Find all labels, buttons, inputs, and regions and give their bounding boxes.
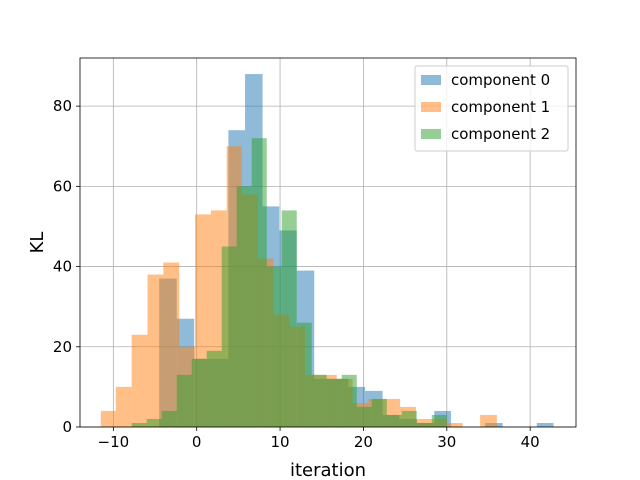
x-axis-ticks: −10 0 10 20 30 40: [98, 427, 540, 451]
histogram-bar: [236, 186, 252, 427]
legend-label: component 2: [451, 125, 550, 143]
y-tick-label: 60: [53, 177, 72, 195]
histogram-bar: [161, 410, 177, 427]
legend-item: component 2: [421, 125, 550, 143]
histogram-bar: [536, 422, 554, 427]
histogram-bar: [146, 418, 162, 427]
x-tick-label: 20: [354, 433, 373, 451]
histogram-bar: [251, 138, 267, 427]
histogram-bars: [100, 74, 554, 427]
legend-box: [414, 65, 569, 152]
histogram-bar: [446, 422, 463, 427]
y-tick-label: 0: [62, 418, 72, 436]
histogram-bar: [281, 210, 297, 427]
histogram-bar: [296, 322, 312, 427]
plot-frame: [79, 57, 577, 428]
y-tick-label: 80: [53, 97, 72, 115]
legend-label: component 0: [451, 71, 550, 89]
histogram-bar: [326, 378, 342, 427]
histogram-bar: [131, 422, 147, 427]
legend-item: component 1: [421, 98, 550, 116]
y-tick-label: 20: [53, 338, 72, 356]
legend-item: component 0: [421, 71, 550, 89]
histogram-bar: [401, 410, 417, 427]
x-axis-label: iteration: [290, 460, 366, 480]
histogram-bar: [206, 350, 222, 427]
x-tick-label: 10: [271, 433, 290, 451]
histogram-bar: [386, 414, 402, 427]
legend: component 0 component 1 component 2: [414, 65, 569, 152]
histogram-bar: [131, 334, 148, 427]
histogram-bar: [416, 422, 432, 427]
y-axis-label: KL: [27, 232, 48, 254]
series-2-bars: [131, 138, 447, 427]
histogram-bar: [191, 358, 207, 427]
legend-swatch: [421, 102, 441, 112]
x-tick-label: 30: [437, 433, 456, 451]
y-tick-label: 40: [53, 258, 72, 276]
y-axis-ticks: 0 20 40 60 80: [53, 97, 80, 436]
legend-label: component 1: [451, 98, 550, 116]
histogram-bar: [341, 374, 357, 427]
histogram-bar: [147, 274, 164, 427]
histogram-bar: [431, 414, 447, 427]
histogram-bar: [163, 262, 180, 427]
histogram-bar: [480, 414, 497, 427]
x-tick-label: −10: [98, 433, 130, 451]
histogram-bar: [266, 266, 282, 427]
legend-swatch: [421, 75, 441, 85]
histogram-bar: [176, 374, 192, 427]
histogram-bar: [221, 246, 237, 427]
histogram-bar: [356, 406, 372, 427]
legend-swatch: [421, 129, 441, 139]
histogram-bar: [115, 386, 132, 427]
histogram-bar: [311, 374, 327, 427]
x-tick-label: 0: [192, 433, 202, 451]
histogram-bar: [100, 410, 116, 427]
x-tick-label: 40: [521, 433, 540, 451]
histogram-bar: [371, 398, 387, 427]
